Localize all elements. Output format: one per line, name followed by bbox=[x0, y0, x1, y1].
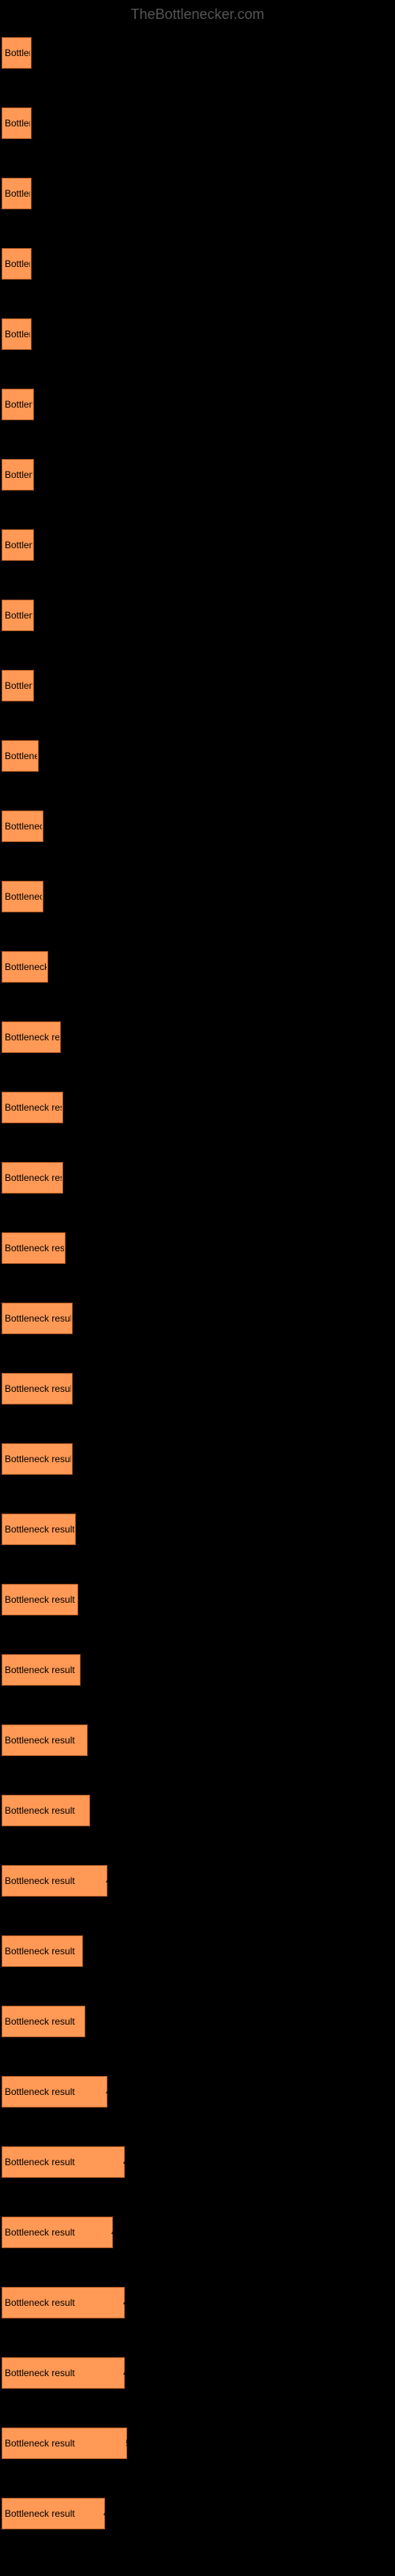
bar-value: 44 bbox=[111, 2227, 122, 2238]
bar-label: Bottleneck result bbox=[5, 1172, 62, 1183]
bar-row: Bottleneck result 4 bbox=[2, 2076, 395, 2108]
bar-row: Bottleneck result 50 bbox=[2, 2427, 395, 2459]
bar-label: Bottleneck result bbox=[5, 750, 37, 762]
bar-label: Bottleneck result bbox=[5, 1313, 71, 1324]
bar-label: Bottleneck result bbox=[5, 680, 32, 691]
bar-row: Bottleneck result bbox=[2, 1584, 395, 1615]
bar-label: Bottleneck result bbox=[5, 1383, 71, 1394]
bar-label: Bottleneck result bbox=[5, 1453, 71, 1465]
bar-row: Bottleneck result bbox=[2, 1514, 395, 1545]
bar-value: 49 bbox=[123, 2157, 134, 2168]
bar-row: Bottleneck result 49 bbox=[2, 2357, 395, 2389]
bar-value: 50 bbox=[126, 2438, 136, 2449]
bar-label: Bottleneck result bbox=[5, 1664, 75, 1675]
bar-label: Bottleneck result bbox=[5, 2297, 75, 2308]
bar-row: Bottleneck result bbox=[2, 1162, 395, 1194]
bar-label: Bottleneck result bbox=[5, 2367, 75, 2379]
bar-label: Bottleneck result bbox=[5, 1243, 64, 1254]
bar-row: Bottleneck result bbox=[2, 1303, 395, 1334]
bar-label: Bottleneck result bbox=[5, 2438, 75, 2449]
bar-label: Bottleneck result bbox=[5, 891, 42, 902]
bar-label: Bottleneck result bbox=[5, 821, 42, 832]
bar-row: Bottleneck result bbox=[2, 1092, 395, 1123]
bar-label: Bottleneck result bbox=[5, 2157, 75, 2168]
bar-chart: Bottleneck resultBottleneck resultBottle… bbox=[0, 29, 395, 2576]
bar-label: Bottleneck result bbox=[5, 1875, 75, 1886]
bar-label: Bottleneck result bbox=[5, 118, 30, 129]
bar-label: Bottleneck result bbox=[5, 2508, 75, 2519]
bar-value: 49 bbox=[123, 2367, 134, 2379]
bar-row: Bottleneck result bbox=[2, 1021, 395, 1053]
bar-label: Bottleneck result bbox=[5, 258, 30, 269]
bar-row: Bottleneck result bbox=[2, 1654, 395, 1686]
bar-row: Bottleneck result bbox=[2, 1795, 395, 1826]
bar-row: Bottleneck result bbox=[2, 107, 395, 139]
bar-label: Bottleneck result bbox=[5, 1946, 75, 1957]
bar-row: Bottleneck result bbox=[2, 951, 395, 983]
bar-label: Bottleneck result bbox=[5, 1102, 62, 1113]
bar-row: Bottleneck result bbox=[2, 600, 395, 631]
bar-row: Bottleneck result bbox=[2, 389, 395, 420]
bar-row: Bottleneck result bbox=[2, 529, 395, 561]
bar-row: Bottleneck result bbox=[2, 670, 395, 701]
bar-label: Bottleneck result bbox=[5, 610, 32, 621]
bar-row: Bottleneck result 4 bbox=[2, 1865, 395, 1897]
bar-label: Bottleneck result bbox=[5, 540, 32, 551]
bar-label: Bottleneck result bbox=[5, 2086, 75, 2097]
bar-label: Bottleneck result bbox=[5, 1594, 75, 1605]
bar-row: Bottleneck result bbox=[2, 37, 395, 69]
bar-row: Bottleneck result bbox=[2, 881, 395, 912]
bar-row: Bottleneck result 49 bbox=[2, 2287, 395, 2318]
bar-value: 49 bbox=[123, 2297, 134, 2308]
bar-value: 4 bbox=[103, 2508, 109, 2519]
bar-label: Bottleneck result bbox=[5, 1032, 59, 1043]
bar-label: Bottleneck result bbox=[5, 1735, 75, 1746]
bar-row: Bottleneck result bbox=[2, 318, 395, 350]
bar-row: Bottleneck result 49 bbox=[2, 2146, 395, 2178]
bar-row: Bottleneck result bbox=[2, 1935, 395, 1967]
bar-row: Bottleneck result bbox=[2, 1443, 395, 1475]
bar-row: Bottleneck result bbox=[2, 248, 395, 280]
bar-row: Bottleneck result 44 bbox=[2, 2217, 395, 2248]
bar-label: Bottleneck result bbox=[5, 1524, 74, 1535]
bar-value: 4 bbox=[106, 1875, 111, 1886]
bar-label: Bottleneck result bbox=[5, 188, 30, 199]
bar-label: Bottleneck result bbox=[5, 961, 47, 972]
bar-value: 4 bbox=[106, 2086, 111, 2097]
bar-row: Bottleneck result bbox=[2, 2006, 395, 2037]
watermark-text: TheBottlenecker.com bbox=[0, 0, 395, 29]
bar-row: Bottleneck result bbox=[2, 1373, 395, 1405]
bar-row: Bottleneck result bbox=[2, 1232, 395, 1264]
bar-label: Bottleneck result bbox=[5, 469, 32, 480]
bar-label: Bottleneck result bbox=[5, 47, 30, 58]
bar-label: Bottleneck result bbox=[5, 1805, 75, 1816]
bar-row: Bottleneck result bbox=[2, 740, 395, 772]
bar-row: Bottleneck result bbox=[2, 178, 395, 209]
bar-label: Bottleneck result bbox=[5, 329, 30, 340]
bar-row: Bottleneck result bbox=[2, 459, 395, 491]
bar-label: Bottleneck result bbox=[5, 2227, 75, 2238]
bar-label: Bottleneck result bbox=[5, 399, 32, 410]
bar-row: Bottleneck result bbox=[2, 810, 395, 842]
bar-label: Bottleneck result bbox=[5, 2016, 75, 2027]
bar-row: Bottleneck result 4 bbox=[2, 2498, 395, 2529]
bar-row: Bottleneck result bbox=[2, 1724, 395, 1756]
